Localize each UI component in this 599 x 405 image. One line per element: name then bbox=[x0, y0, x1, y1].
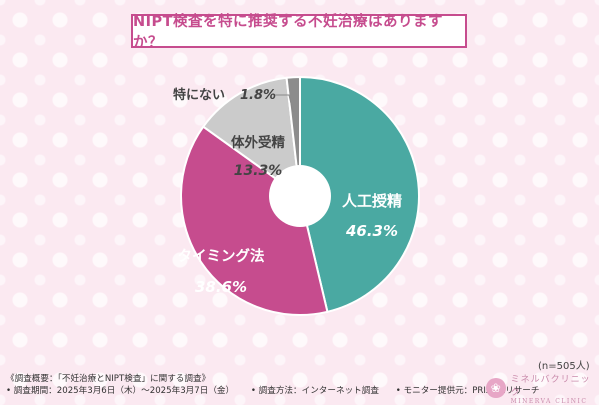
sample-size-note: (n=505人) bbox=[538, 361, 590, 372]
slice-jinkou bbox=[299, 75, 421, 314]
slice-label-jinkou: 人工授精 bbox=[342, 192, 402, 210]
slice-label-taigai: 体外受精 bbox=[231, 134, 285, 151]
logo-text-en: MINERVA CLINIC bbox=[510, 397, 588, 405]
survey-details-line: • 調査期間：2025年3月6日（木）〜2025年3月7日（金） • 調査方法：… bbox=[6, 386, 554, 398]
slice-value-jinkou: 46.3% bbox=[345, 222, 398, 240]
leader-line-tokuninai bbox=[275, 94, 294, 113]
slice-timing bbox=[180, 125, 329, 317]
survey-overview: 《調査概要：「不妊治療とNIPT検査」に関する調査》 • 調査期間：2025年3… bbox=[6, 374, 554, 397]
slice-label-timing: タイミング法 bbox=[178, 247, 265, 265]
chart-title: NIPT検査を特に推奨する不妊治療はありますか？ bbox=[131, 14, 467, 51]
survey-provider: • モニター提供元：PRIZMAリサーチ bbox=[395, 385, 540, 396]
labels-layer: 人工授精 46.3% タイミング法 38.6% 体外受精 13.3% 特にない … bbox=[173, 87, 402, 296]
logo-text-jp: ミネルバクリニック bbox=[510, 374, 591, 398]
survey-period: • 調査期間：2025年3月6日（木）〜2025年3月7日（金） bbox=[6, 385, 235, 396]
slice-taigai bbox=[201, 76, 302, 199]
survey-title-line: 《調査概要：「不妊治療とNIPT検査」に関する調査》 bbox=[6, 374, 211, 384]
clinic-logo: ❀ ミネルバクリニック MINERVA CLINIC bbox=[486, 375, 599, 405]
slice-label-tokuninai: 特にない bbox=[173, 87, 225, 103]
slice-value-timing: 38.6% bbox=[195, 278, 247, 296]
lotus-icon: ❀ bbox=[486, 378, 506, 398]
survey-method: • 調査方法：インターネット調査 bbox=[250, 385, 379, 396]
slice-value-tokuninai: 1.8% bbox=[240, 88, 276, 103]
slices-layer bbox=[180, 75, 421, 317]
donut-hole bbox=[269, 165, 331, 227]
slice-value-taigai: 13.3% bbox=[234, 163, 283, 179]
